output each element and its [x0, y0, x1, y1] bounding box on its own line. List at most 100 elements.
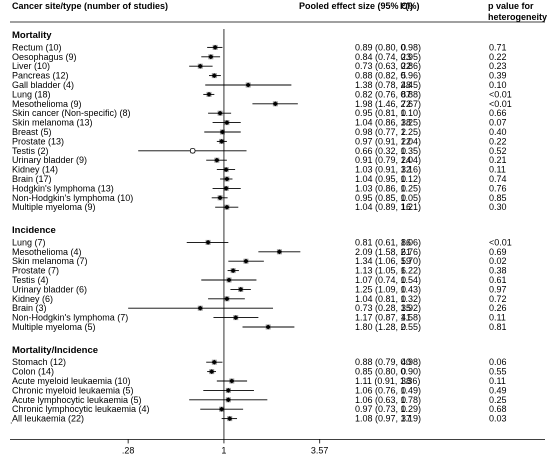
row-label: Prostate (13) [12, 136, 64, 146]
row-p-value: 0.40 [489, 127, 507, 137]
forest-row: Colon (14) 0.85 (0.80, 0.90)0 0.55 [12, 367, 507, 377]
point-estimate [225, 388, 232, 393]
row-effect-ci: 1.34 (1.06, 1.70) [355, 256, 421, 266]
header-cancer-site: Cancer site/type (number of studies) [12, 1, 168, 11]
forest-row: Breast (5) 0.98 (0.77, 1.25)2 0.40 [12, 127, 507, 137]
point-estimate [217, 195, 223, 201]
row-label: Non-Hodgkin's lymphoma (10) [12, 193, 133, 203]
row-effect-ci: 0.81 (0.61, 1.06) [355, 237, 421, 247]
forest-row: Prostate (13) 0.97 (0.91, 1.04)22 0.22 [12, 136, 507, 146]
row-effect-ci: 0.73 (0.28, 1.92) [355, 303, 421, 313]
forest-row: Rectum (10) 0.89 (0.80, 0.98)0 0.71 [12, 42, 507, 52]
row-p-value: 0.25 [489, 395, 507, 405]
row-i2: 0 [401, 404, 406, 414]
row-p-value: 0.66 [489, 108, 507, 118]
row-i2: 0 [401, 174, 406, 184]
forest-row: Non-Hodgkin's lymphoma (10) 0.95 (0.85, 1… [12, 193, 507, 203]
row-effect-ci: 1.03 (0.86, 1.25) [355, 183, 421, 193]
point-estimate [212, 45, 218, 50]
row-p-value: <0.01 [489, 237, 512, 247]
forest-row: Testis (4) 1.07 (0.74, 1.54)0 0.61 [12, 275, 507, 285]
row-label: Chronic lymphocytic leukaemia (4) [12, 404, 150, 414]
row-p-value: 0.69 [489, 247, 507, 257]
point-estimate [265, 324, 271, 330]
row-label: Chronic myeloid leukaemia (5) [12, 385, 134, 395]
row-label: Urinary bladder (9) [12, 155, 87, 165]
row-effect-ci: 0.73 (0.63, 0.86) [355, 61, 421, 71]
forest-row: Chronic myeloid leukaemia (5) 1.06 (0.76,… [12, 385, 507, 395]
footnote: . [10, 415, 13, 425]
row-effect-ci: 0.84 (0.74, 0.95) [355, 52, 421, 62]
row-label: Rectum (10) [12, 42, 62, 52]
point-estimate [224, 204, 230, 210]
row-i2: 35 [401, 303, 411, 313]
point-estimate [243, 258, 249, 264]
row-i2: 72 [401, 99, 411, 109]
row-i2: 22 [401, 61, 411, 71]
point-estimate [214, 157, 220, 163]
point-estimate [226, 277, 232, 283]
row-i2: 0 [401, 146, 406, 156]
row-effect-ci: 0.82 (0.76, 0.88) [355, 89, 421, 99]
row-effect-ci: 1.80 (1.28, 2.55) [355, 322, 421, 332]
row-i2: 41 [401, 313, 411, 323]
row-label: Testis (4) [12, 275, 49, 285]
forest-row: Liver (10) 0.73 (0.63, 0.86)22 0.23 [12, 61, 507, 71]
row-p-value: 0.74 [489, 174, 507, 184]
point-estimate [276, 249, 283, 255]
row-i2: 0 [401, 42, 406, 52]
row-i2: 22 [401, 136, 411, 146]
forest-row: Acute myeloid leukaemia (10) 1.11 (0.91, … [12, 376, 506, 386]
row-label: Liver (10) [12, 61, 50, 71]
row-effect-ci: 0.95 (0.81, 1.10) [355, 108, 421, 118]
point-estimate [189, 148, 196, 154]
forest-row: Lung (7) 0.81 (0.61, 1.06)86 <0.01 [12, 237, 512, 247]
row-effect-ci: 1.25 (1.09, 1.43) [355, 284, 421, 294]
point-estimate [245, 82, 251, 88]
row-i2: 0 [401, 108, 406, 118]
row-effect-ci: 0.88 (0.82, 0.96) [355, 71, 421, 81]
row-label: Oesophagus (9) [12, 52, 77, 62]
row-p-value: 0.52 [489, 146, 507, 156]
forest-row: Brain (17) 1.04 (0.95, 1.12)0 0.74 [12, 174, 507, 184]
row-i2: 0 [401, 367, 406, 377]
row-i2: 0 [401, 183, 406, 193]
row-i2: 61 [401, 247, 411, 257]
forest-row: Multiple myeloma (5) 1.80 (1.28, 2.55)0 0.… [12, 322, 507, 332]
point-estimate [226, 416, 233, 421]
point-estimate [224, 296, 230, 302]
row-i2: 24 [401, 155, 411, 165]
row-label: Pancreas (12) [12, 71, 69, 81]
row-label: All leukaemia (22) [12, 414, 84, 424]
row-i2: 38 [401, 376, 411, 386]
row-p-value: 0.03 [489, 414, 507, 424]
row-effect-ci: 0.66 (0.32, 1.35) [355, 146, 421, 156]
point-estimate [219, 129, 226, 135]
forest-row: Mesothelioma (9) 1.98 (1.46, 2.67)72 <0.01 [12, 99, 512, 109]
row-p-value: 0.30 [489, 202, 507, 212]
point-estimate [218, 139, 225, 144]
row-label: Acute myeloid leukaemia (10) [12, 376, 131, 386]
row-effect-ci: 1.07 (0.74, 1.54) [355, 275, 421, 285]
row-p-value: 0.11 [489, 376, 506, 386]
row-label: Skin cancer (Non-specific) (8) [12, 108, 131, 118]
row-effect-ci: 0.97 (0.73, 1.29) [355, 404, 421, 414]
row-p-value: 0.76 [489, 183, 507, 193]
row-p-value: 0.23 [489, 61, 507, 71]
forest-row: Skin melanoma (7) 1.34 (1.06, 1.70)59 0.02 [12, 256, 507, 266]
point-estimate [206, 92, 212, 97]
row-i2: 0 [401, 294, 406, 304]
row-label: Skin melanoma (13) [12, 118, 93, 128]
point-estimate [211, 359, 218, 365]
row-label: Non-Hodgkin's lymphoma (7) [12, 313, 128, 323]
forest-row: Urinary bladder (9) 0.91 (0.79, 1.04)24 0.… [12, 155, 507, 165]
row-label: Testis (2) [12, 146, 49, 156]
point-estimate [197, 305, 204, 311]
forest-row: Urinary bladder (6) 1.25 (1.09, 1.43)0 0.9… [12, 284, 507, 294]
point-estimate [224, 120, 230, 125]
row-effect-ci: 0.89 (0.80, 0.98) [355, 42, 421, 52]
point-estimate [211, 73, 218, 78]
row-i2: 23 [401, 52, 411, 62]
row-effect-ci: 2.09 (1.58, 2.76) [355, 247, 421, 257]
